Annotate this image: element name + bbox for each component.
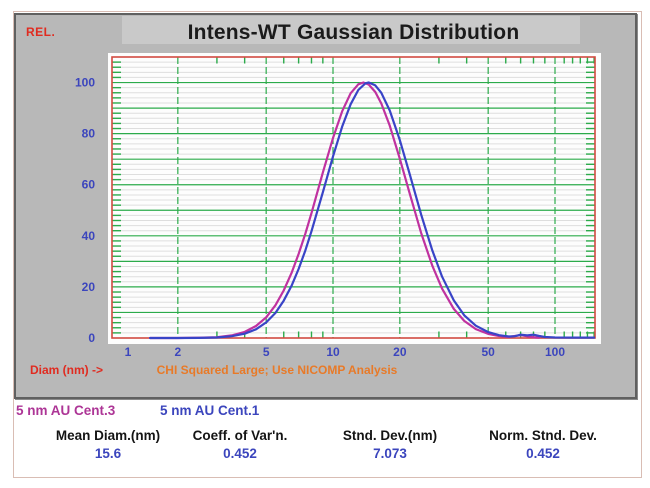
svg-text:40: 40	[82, 229, 96, 243]
gaussian-distribution-plot: 0 20 40 60 80 100 1 2 5 10 20 50 100	[75, 53, 601, 359]
svg-text:20: 20	[82, 280, 96, 294]
stat-value: 0.452	[223, 446, 257, 461]
svg-text:100: 100	[545, 345, 565, 359]
legend-cent1: 5 nm AU Cent.1	[160, 403, 260, 418]
stat-mean-diameter: Mean Diam.(nm) 15.6	[56, 428, 160, 461]
legend-cent3: 5 nm AU Cent.3	[16, 403, 116, 418]
stat-header: Coeff. of Var'n.	[192, 428, 288, 443]
stat-standard-deviation: Stnd. Dev.(nm) 7.073	[343, 428, 437, 461]
svg-text:1: 1	[125, 345, 132, 359]
svg-text:2: 2	[174, 345, 181, 359]
stat-header: Mean Diam.(nm)	[55, 428, 161, 443]
svg-text:50: 50	[481, 345, 495, 359]
svg-text:100: 100	[75, 76, 95, 90]
svg-text:10: 10	[326, 345, 340, 359]
stat-coeff-variation: Coeff. of Var'n. 0.452	[193, 428, 288, 461]
svg-text:5: 5	[263, 345, 270, 359]
stat-value: 0.452	[526, 446, 560, 461]
chi-squared-warning: CHI Squared Large; Use NICOMP Analysis	[156, 363, 398, 377]
svg-text:0: 0	[88, 331, 95, 345]
stat-norm-std-dev: Norm. Stnd. Dev. 0.452	[489, 428, 597, 461]
svg-text:20: 20	[393, 345, 407, 359]
svg-text:60: 60	[82, 178, 96, 192]
stat-value: 7.073	[373, 446, 407, 461]
stat-header: Stnd. Dev.(nm)	[342, 428, 438, 443]
svg-text:80: 80	[82, 127, 96, 141]
stat-value: 15.6	[94, 446, 122, 461]
x-axis-title: Diam (nm) ->	[30, 363, 104, 377]
chart-title: Intens-WT Gaussian Distribution	[187, 21, 520, 44]
y-axis-title: REL.	[26, 25, 56, 39]
stat-header: Norm. Stnd. Dev.	[489, 428, 597, 443]
title-band	[122, 16, 580, 44]
